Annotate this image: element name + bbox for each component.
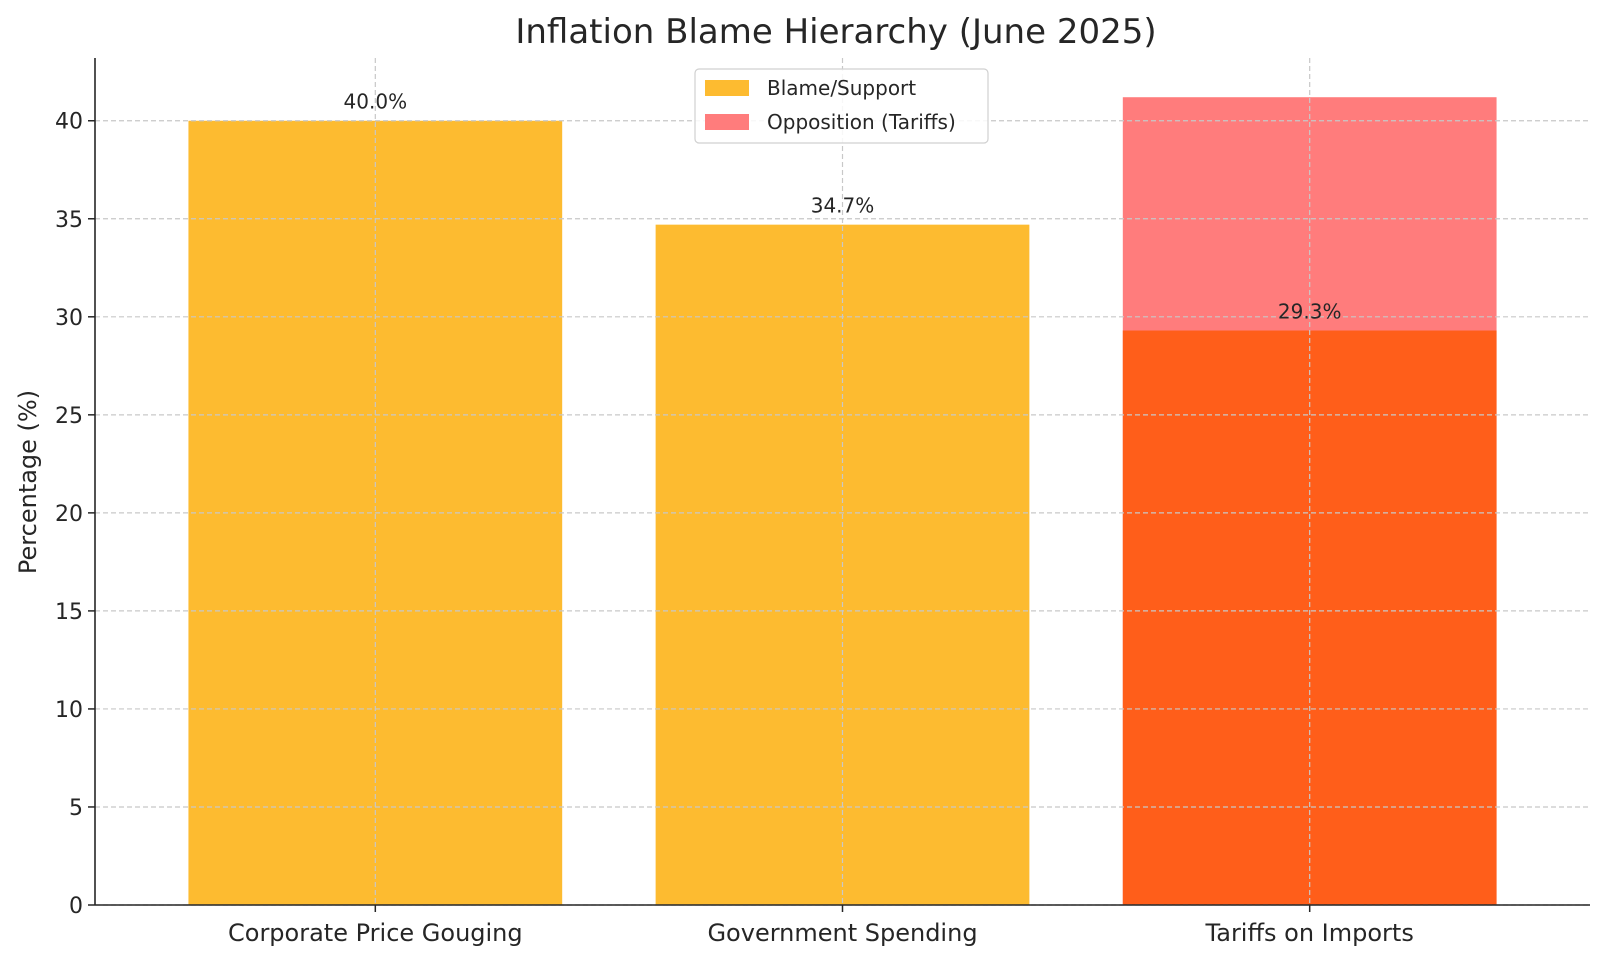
legend-label: Blame/Support (767, 76, 916, 100)
y-axis-label: Percentage (%) (14, 390, 42, 574)
y-tick-label: 40 (55, 110, 83, 135)
y-tick-label: 35 (55, 208, 83, 233)
legend-swatch (705, 80, 749, 96)
y-tick-label: 0 (69, 894, 83, 919)
x-tick-label: Government Spending (707, 919, 977, 947)
y-tick-label: 10 (55, 698, 83, 723)
y-tick-label: 30 (55, 306, 83, 331)
x-tick-label: Tariffs on Imports (1205, 919, 1414, 947)
x-tick-label: Corporate Price Gouging (228, 919, 523, 947)
data-label-1: 40.0% (344, 90, 408, 114)
chart-title: Inflation Blame Hierarchy (June 2025) (515, 12, 1156, 52)
data-label-3: 29.3% (1278, 300, 1342, 324)
y-tick-label: 20 (55, 502, 83, 527)
axes: 0 5 10 15 20 25 30 35 40 Corporate Price Gouging G… (55, 58, 1590, 947)
data-labels: 40.0% 34.7% 29.3% (344, 90, 1342, 324)
legend: Blame/Support Opposition (Tariffs) (694, 68, 989, 144)
y-tick-label: 5 (69, 796, 83, 821)
legend-box (694, 68, 989, 144)
y-tick-label: 15 (55, 600, 83, 625)
data-label-2: 34.7% (811, 194, 875, 218)
legend-label: Opposition (Tariffs) (767, 110, 956, 134)
y-tick-label: 25 (55, 404, 83, 429)
legend-swatch (705, 114, 749, 130)
